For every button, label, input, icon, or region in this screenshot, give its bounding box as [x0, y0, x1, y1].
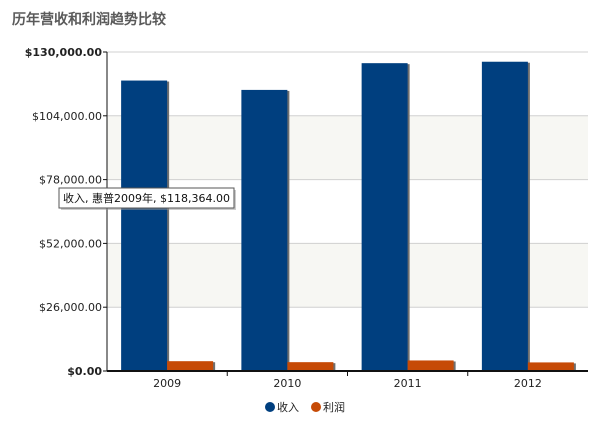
legend-label-revenue[interactable]: 收入 [277, 400, 299, 414]
profit-bar[interactable] [527, 362, 574, 371]
x-tick-label: 2012 [514, 377, 542, 390]
legend-label-profit[interactable]: 利润 [323, 400, 345, 414]
y-axis-ticks: $0.00 $26,000.00 $52,000.00 $78,000.00 $104,… [25, 46, 107, 378]
y-tick-label: $26,000.00 [39, 301, 102, 314]
bars[interactable] [121, 61, 576, 372]
y-tick-label: $104,000.00 [32, 110, 102, 123]
legend-marker-profit[interactable] [311, 402, 321, 412]
legend-marker-revenue[interactable] [265, 402, 275, 412]
x-tick-label: 2011 [394, 377, 422, 390]
tooltip-text: 收入, 惠普2009年, $118,364.00 [63, 191, 230, 205]
y-tick-label: $0.00 [67, 365, 102, 378]
legend[interactable]: 收入 利润 [265, 400, 345, 414]
y-tick-label: $78,000.00 [39, 174, 102, 187]
y-tick-label: $130,000.00 [25, 46, 103, 59]
chart-title: 历年营收和利润趋势比较 [12, 12, 166, 28]
profit-bar[interactable] [407, 360, 454, 371]
y-tick-label: $52,000.00 [39, 237, 102, 250]
revenue-bar[interactable] [121, 80, 168, 372]
x-axis-ticks: 2009 2010 2011 2012 [153, 371, 542, 390]
tooltip: 收入, 惠普2009年, $118,364.00 [58, 187, 236, 210]
x-tick-label: 2009 [153, 377, 181, 390]
x-tick-label: 2010 [273, 377, 301, 390]
revenue-bar[interactable] [361, 63, 408, 371]
revenue-bar[interactable] [241, 89, 288, 371]
profit-bar[interactable] [167, 361, 214, 371]
profit-bar[interactable] [287, 362, 334, 371]
revenue-bar[interactable] [481, 61, 528, 372]
tooltip-box [58, 187, 235, 209]
